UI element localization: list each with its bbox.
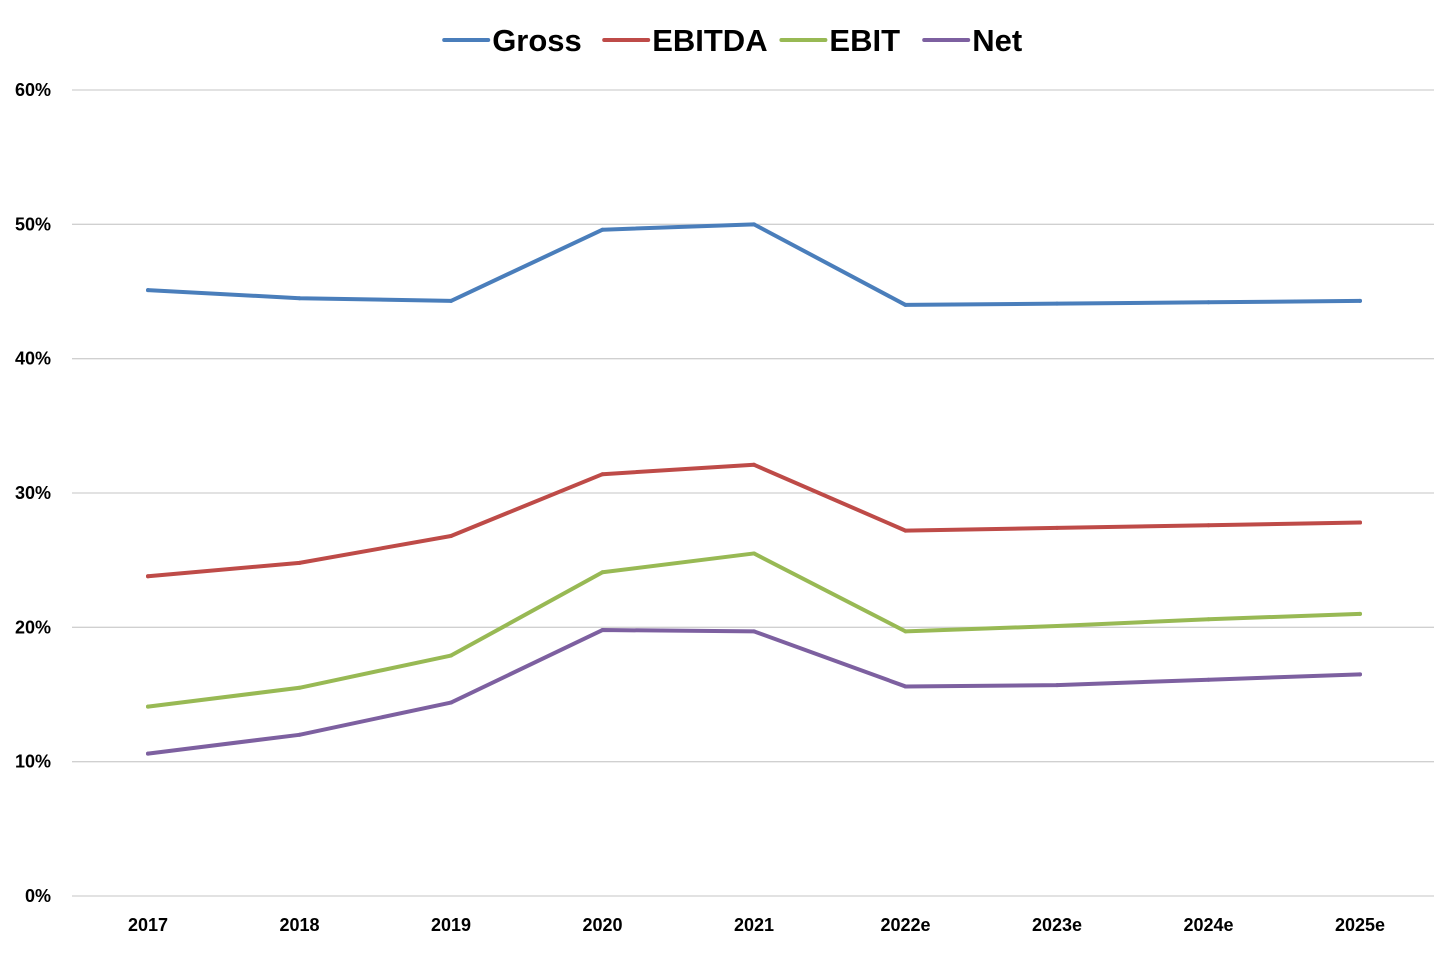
data-point-gross — [752, 222, 756, 227]
data-point-net — [752, 629, 756, 634]
series-ebitda — [146, 462, 1362, 579]
y-tick-label: 60% — [15, 80, 51, 100]
y-tick-label: 30% — [15, 483, 51, 503]
data-point-ebit — [903, 629, 908, 634]
data-point-net — [1055, 683, 1059, 688]
series-line-ebitda — [146, 462, 1362, 579]
data-point-ebit — [752, 551, 756, 556]
x-tick-label: 2017 — [128, 915, 168, 935]
series-net — [146, 628, 1362, 756]
y-tick-label: 10% — [15, 752, 51, 772]
data-point-ebitda — [297, 560, 302, 565]
data-point-gross — [600, 227, 605, 232]
data-point-net — [1358, 672, 1362, 677]
legend: Gross EBITDA EBIT Net — [442, 23, 1022, 58]
data-point-gross — [449, 298, 453, 303]
y-tick-label: 50% — [15, 214, 51, 234]
legend-item-net: Net — [922, 23, 1022, 58]
legend-item-gross: Gross — [442, 23, 582, 58]
x-tick-label: 2021 — [734, 915, 774, 935]
gridlines — [72, 89, 1434, 897]
data-point-ebit — [449, 653, 453, 658]
data-point-gross — [903, 302, 908, 307]
data-point-ebitda — [146, 574, 150, 579]
data-point-ebit — [1206, 617, 1211, 622]
data-point-ebitda — [1358, 520, 1362, 525]
data-point-ebit — [146, 704, 150, 709]
data-point-net — [449, 700, 453, 705]
legend-label-ebitda: EBITDA — [652, 23, 767, 58]
series-ebit — [146, 551, 1362, 709]
data-point-gross — [146, 288, 150, 293]
legend-label-ebit: EBIT — [829, 23, 900, 58]
x-tick-label: 2025e — [1335, 915, 1385, 935]
legend-label-net: Net — [972, 23, 1022, 58]
series-gross — [146, 222, 1362, 307]
data-point-gross — [297, 296, 302, 301]
y-tick-label: 20% — [15, 617, 51, 637]
data-point-ebitda — [903, 528, 908, 533]
data-point-net — [297, 732, 302, 737]
data-point-net — [903, 684, 908, 689]
data-point-ebit — [1358, 611, 1362, 616]
data-point-ebitda — [1055, 525, 1059, 530]
data-point-net — [146, 751, 150, 756]
data-point-ebitda — [600, 472, 605, 477]
x-tick-label: 2024e — [1183, 915, 1233, 935]
legend-label-gross: Gross — [492, 23, 582, 58]
data-point-net — [600, 628, 605, 633]
x-tick-label: 2018 — [279, 915, 319, 935]
data-point-gross — [1358, 298, 1362, 303]
series-line-net — [146, 628, 1362, 756]
series-lines — [146, 222, 1362, 756]
y-axis-tick-labels: 0% 10% 20% 30% 40% 50% 60% — [15, 80, 51, 906]
x-tick-label: 2019 — [431, 915, 471, 935]
series-line-gross — [146, 222, 1362, 307]
data-point-gross — [1206, 300, 1211, 305]
y-tick-label: 40% — [15, 349, 51, 369]
x-tick-label: 2020 — [582, 915, 622, 935]
x-axis-tick-labels: 2017 2018 2019 2020 2021 2022e 2023e 2024e 2025e — [128, 915, 1385, 935]
data-point-ebit — [600, 570, 605, 575]
x-tick-label: 2023e — [1032, 915, 1082, 935]
legend-item-ebit: EBIT — [779, 23, 900, 58]
data-point-ebitda — [1206, 523, 1211, 528]
data-point-ebit — [297, 685, 302, 690]
legend-item-ebitda: EBITDA — [602, 23, 768, 58]
data-point-gross — [1055, 301, 1059, 306]
x-tick-label: 2022e — [880, 915, 930, 935]
data-point-ebit — [1055, 623, 1059, 628]
data-point-net — [1206, 677, 1211, 682]
y-tick-label: 0% — [25, 886, 51, 906]
data-point-ebitda — [752, 462, 756, 467]
data-point-ebitda — [449, 533, 453, 538]
